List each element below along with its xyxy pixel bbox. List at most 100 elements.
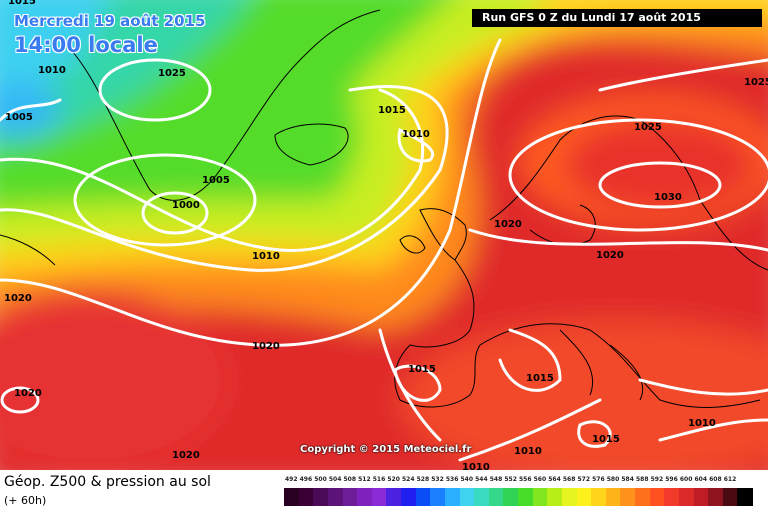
isobar-label: 1020	[596, 250, 624, 261]
scale-label: 504	[328, 476, 342, 483]
isobar-label: 1015	[592, 434, 620, 445]
scale-swatch	[722, 488, 738, 506]
isobar-label: 1010	[462, 462, 490, 470]
isobar-label: 1025	[634, 122, 662, 133]
isobar-label: 1010	[402, 129, 430, 140]
isobar-label: 1020	[14, 388, 42, 399]
legend-subtitle: (+ 60h)	[4, 494, 47, 507]
isobar-label: 1020	[4, 293, 32, 304]
scale-label: 548	[489, 476, 503, 483]
isobar-label: 1015	[8, 0, 36, 7]
scale-label: 584	[621, 476, 634, 483]
scale-label: 608	[709, 476, 722, 483]
scale-label: 612	[723, 476, 737, 483]
scale-label: 576	[592, 476, 605, 483]
scale-swatch	[708, 488, 724, 506]
isobar-label: 1020	[494, 219, 522, 230]
scale-swatch	[532, 488, 548, 506]
scale-label: 528	[416, 476, 430, 483]
isobar-label: 1010	[514, 446, 542, 457]
isobar-label: 1020	[252, 341, 280, 352]
isobar-label: 1005	[202, 175, 230, 186]
scale-swatch	[284, 488, 300, 506]
scale-swatch	[503, 488, 519, 506]
scale-swatch	[488, 488, 504, 506]
scale-swatch	[415, 488, 431, 506]
scale-swatch	[737, 488, 753, 506]
isobar-label: 1025	[744, 77, 768, 88]
scale-swatch	[342, 488, 358, 506]
isobar-label: 1010	[38, 65, 66, 76]
scale-label: 508	[343, 476, 357, 483]
scale-label: 544	[475, 476, 488, 483]
forecast-time: 14:00 locale	[14, 33, 158, 57]
scale-swatch	[547, 488, 563, 506]
scale-swatch	[561, 488, 577, 506]
scale-label: 532	[431, 476, 444, 483]
scale-swatch	[313, 488, 329, 506]
copyright-notice: Copyright © 2015 Meteociel.fr	[300, 444, 472, 455]
scale-swatch	[518, 488, 534, 506]
scale-label: 572	[577, 476, 591, 483]
scale-swatch	[664, 488, 680, 506]
scale-swatch	[693, 488, 709, 506]
isobars	[0, 38, 768, 462]
legend-panel: Géop. Z500 & pression au sol (+ 60h) 492…	[0, 470, 768, 512]
isobar-label: 1025	[158, 68, 186, 79]
scale-label: 552	[504, 476, 517, 483]
scale-swatch	[459, 488, 475, 506]
scale-label: 568	[562, 476, 576, 483]
weather-map: 1015 1010 1005 1025 1005 1000 1010 1015 …	[0, 0, 768, 470]
scale-label: 600	[679, 476, 693, 483]
scale-swatch	[649, 488, 665, 506]
scale-swatch	[401, 488, 417, 506]
scale-label: 540	[460, 476, 474, 483]
scale-label: 524	[402, 476, 415, 483]
isobar-label: 1020	[172, 450, 200, 461]
isobar-label: 1030	[654, 192, 682, 203]
legend-title: Géop. Z500 & pression au sol	[4, 474, 211, 490]
scale-swatch	[474, 488, 490, 506]
scale-swatch	[591, 488, 607, 506]
coastlines	[0, 9, 768, 408]
scale-swatch	[635, 488, 651, 506]
model-run-banner: Run GFS 0 Z du Lundi 17 août 2015	[472, 9, 762, 27]
isobar-label: 1000	[172, 200, 200, 211]
scale-swatch	[371, 488, 387, 506]
color-scale: 492 496 500 504 508 512 516 520 524 528 532 536 540 5…	[284, 476, 753, 508]
isobar-labels: 1015 1010 1005 1025 1005 1000 1010 1015 …	[4, 0, 768, 470]
scale-swatch	[444, 488, 460, 506]
scale-swatch	[620, 488, 636, 506]
scale-swatch	[430, 488, 446, 506]
isobar-label: 1010	[688, 418, 716, 429]
scale-swatch	[357, 488, 373, 506]
scale-swatch	[678, 488, 694, 506]
scale-swatch	[386, 488, 402, 506]
scale-swatch	[327, 488, 343, 506]
scale-label: 596	[665, 476, 678, 483]
scale-label: 520	[387, 476, 400, 483]
scale-label: 592	[650, 476, 664, 483]
scale-label: 516	[372, 476, 386, 483]
scale-label: 588	[636, 476, 649, 483]
scale-swatch	[605, 488, 621, 506]
scale-label: 536	[445, 476, 459, 483]
forecast-date: Mercredi 19 août 2015	[14, 12, 206, 30]
scale-label: 500	[314, 476, 327, 483]
isobar-label: 1015	[408, 364, 436, 375]
scale-label: 492	[285, 476, 298, 483]
isobar-label: 1015	[378, 105, 406, 116]
scale-swatch	[298, 488, 314, 506]
scale-label: 496	[299, 476, 313, 483]
isobar-label: 1005	[5, 112, 33, 123]
isobar-label: 1010	[252, 251, 280, 262]
scale-swatch	[576, 488, 592, 506]
isobar-label: 1015	[526, 373, 554, 384]
scale-label: 560	[533, 476, 547, 483]
scale-label: 580	[606, 476, 620, 483]
scale-label: 564	[548, 476, 561, 483]
scale-label: 604	[694, 476, 708, 483]
scale-label: 556	[519, 476, 532, 483]
scale-label: 512	[358, 476, 371, 483]
